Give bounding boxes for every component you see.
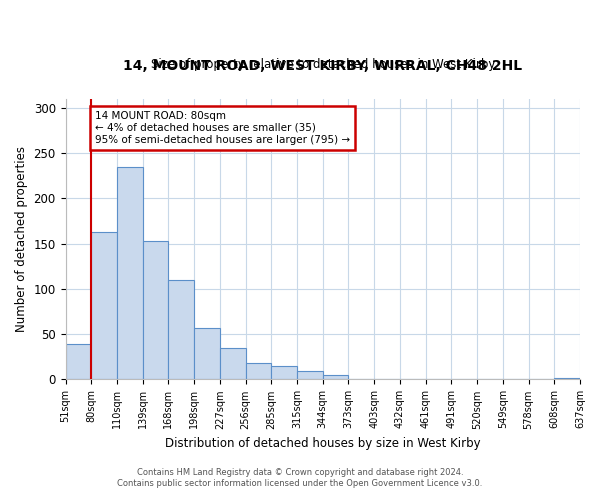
Bar xyxy=(117,166,143,380)
Bar xyxy=(554,378,580,380)
X-axis label: Distribution of detached houses by size in West Kirby: Distribution of detached houses by size … xyxy=(165,437,481,450)
Bar xyxy=(245,363,271,380)
Bar xyxy=(194,328,220,380)
Text: Contains HM Land Registry data © Crown copyright and database right 2024.
Contai: Contains HM Land Registry data © Crown c… xyxy=(118,468,482,487)
Bar xyxy=(297,372,323,380)
Text: 14 MOUNT ROAD: 80sqm
← 4% of detached houses are smaller (35)
95% of semi-detach: 14 MOUNT ROAD: 80sqm ← 4% of detached ho… xyxy=(95,112,350,144)
Bar xyxy=(349,378,374,380)
Bar xyxy=(400,378,425,380)
Bar xyxy=(91,232,117,380)
Text: 14, MOUNT ROAD, WEST KIRBY, WIRRAL, CH48 2HL: 14, MOUNT ROAD, WEST KIRBY, WIRRAL, CH48… xyxy=(123,60,523,74)
Bar xyxy=(65,344,91,380)
Bar xyxy=(271,366,297,380)
Bar xyxy=(323,375,349,380)
Title: Size of property relative to detached houses in West Kirby: Size of property relative to detached ho… xyxy=(151,58,495,71)
Bar xyxy=(169,280,194,380)
Y-axis label: Number of detached properties: Number of detached properties xyxy=(15,146,28,332)
Bar xyxy=(220,348,245,380)
Bar xyxy=(143,241,169,380)
